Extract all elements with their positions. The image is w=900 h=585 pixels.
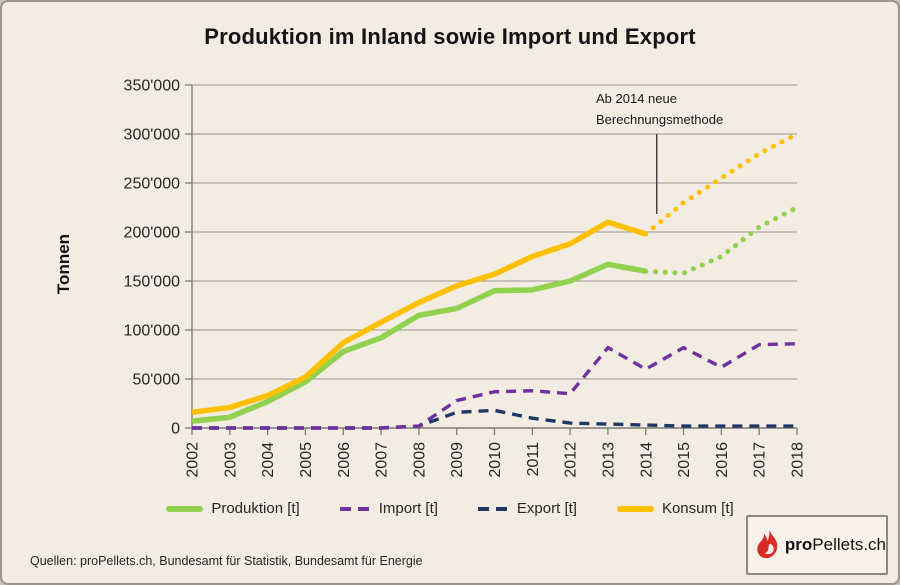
logo-text-bold: pro [784, 535, 813, 554]
y-tick-label: 250'000 [124, 176, 181, 193]
legend-label: Konsum [t] [661, 500, 734, 517]
x-tick-label: 2004 [260, 442, 277, 478]
legend-item-import: Import [t] [339, 500, 438, 517]
x-tick-label: 2006 [336, 442, 353, 478]
import-line-swatch [339, 506, 371, 511]
flame-icon [757, 529, 778, 559]
series-konsum-t--solid-line [191, 219, 647, 416]
logo-text-regular: Pellets.ch [812, 535, 886, 554]
x-tick-label: 2005 [298, 442, 315, 478]
legend-label: Import [t] [378, 500, 438, 517]
legend-item-export: Export [t] [477, 500, 577, 517]
y-tick-label: 0 [171, 421, 180, 438]
chart-title: Produktion im Inland sowie Import und Ex… [204, 24, 696, 49]
y-tick-label: 50'000 [132, 372, 180, 389]
x-tick-label: 2002 [185, 442, 202, 478]
x-tick-label: 2010 [487, 442, 504, 478]
konsum-line-swatch [616, 505, 654, 512]
x-tick-label: 2007 [374, 442, 391, 478]
legend-item-konsum: Konsum [t] [616, 500, 734, 517]
series-konsum-t--dotted-line [643, 131, 800, 237]
y-tick-label: 100'000 [124, 323, 181, 340]
series-produktion-t--dotted-line [643, 205, 800, 276]
series-import-t--dashed-line [192, 342, 798, 430]
y-tick-label: 200'000 [124, 225, 181, 242]
propellets-logo: proPellets.ch [746, 515, 888, 575]
source-caption: Quellen: proPellets.ch, Bundesamt für St… [30, 554, 423, 568]
legend-item-produktion: Produktion [t] [166, 500, 300, 517]
x-tick-label: 2011 [525, 442, 542, 477]
x-tick-label: 2014 [638, 442, 655, 478]
x-tick-label: 2016 [714, 442, 731, 478]
legend-label: Export [t] [516, 500, 577, 517]
y-tick-label: 350'000 [124, 78, 181, 95]
x-tick-label: 2012 [563, 442, 580, 478]
export-line-swatch [477, 506, 509, 511]
x-tick-label: 2009 [449, 442, 466, 478]
legend-label: Produktion [t] [211, 500, 300, 517]
x-tick-label: 2018 [790, 442, 807, 478]
produktion-line-swatch [166, 505, 204, 512]
logo-text: proPellets.ch [785, 535, 886, 555]
chart-legend: Produktion [t] Import [t] Export [t] Kon… [2, 500, 898, 517]
x-tick-label: 2003 [222, 442, 239, 478]
annotation-text: Ab 2014 neue [596, 91, 677, 106]
x-tick-label: 2013 [600, 442, 617, 478]
x-tick-label: 2017 [752, 442, 769, 478]
x-tick-label: 2015 [676, 442, 693, 478]
annotation-text: Berechnungsmethode [596, 112, 723, 127]
y-tick-label: 150'000 [124, 274, 181, 291]
y-tick-label: 300'000 [124, 127, 181, 144]
x-tick-label: 2008 [411, 442, 428, 478]
series-produktion-t--solid-line [191, 261, 647, 424]
series-export-t--dashed-line [192, 408, 797, 430]
